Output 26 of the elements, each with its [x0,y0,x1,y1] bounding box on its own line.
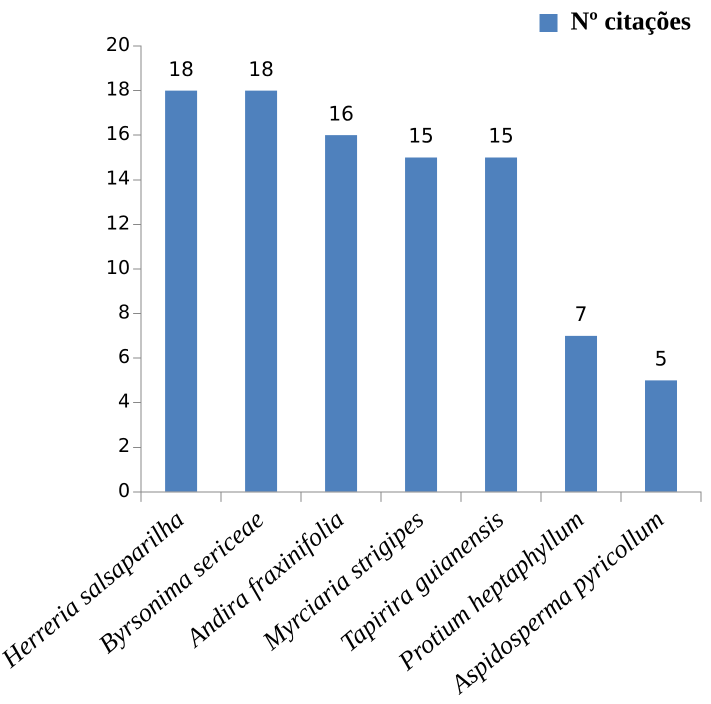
bar [245,90,278,492]
y-tick-label: 14 [106,168,130,190]
y-tick-label: 18 [106,78,130,101]
data-label: 16 [328,101,354,126]
y-tick-label: 2 [118,435,130,458]
data-label: 18 [248,56,274,81]
data-label: 5 [654,346,668,371]
y-tick-label: 4 [118,390,130,413]
legend-label: Nº citações [570,6,692,36]
data-label: 15 [488,124,514,148]
y-tick-label: 10 [106,256,130,279]
y-tick-label: 12 [106,212,130,234]
y-tick-label: 0 [118,480,130,502]
bar [645,380,678,492]
bar [565,336,598,492]
bar [325,135,358,492]
data-label: 18 [168,56,194,81]
data-label: 7 [574,302,588,326]
y-tick-label: 20 [106,34,130,56]
bar [165,90,198,492]
y-tick-label: 8 [118,301,130,324]
y-tick-label: 16 [106,123,130,146]
y-tick-label: 6 [118,346,130,368]
data-label: 15 [408,124,434,148]
bar [405,157,438,492]
bar [485,157,518,492]
